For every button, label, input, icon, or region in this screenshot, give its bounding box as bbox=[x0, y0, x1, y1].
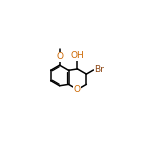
Text: Br: Br bbox=[94, 66, 104, 74]
Text: O: O bbox=[74, 85, 81, 94]
Text: O: O bbox=[56, 52, 63, 61]
Text: OH: OH bbox=[71, 51, 84, 60]
